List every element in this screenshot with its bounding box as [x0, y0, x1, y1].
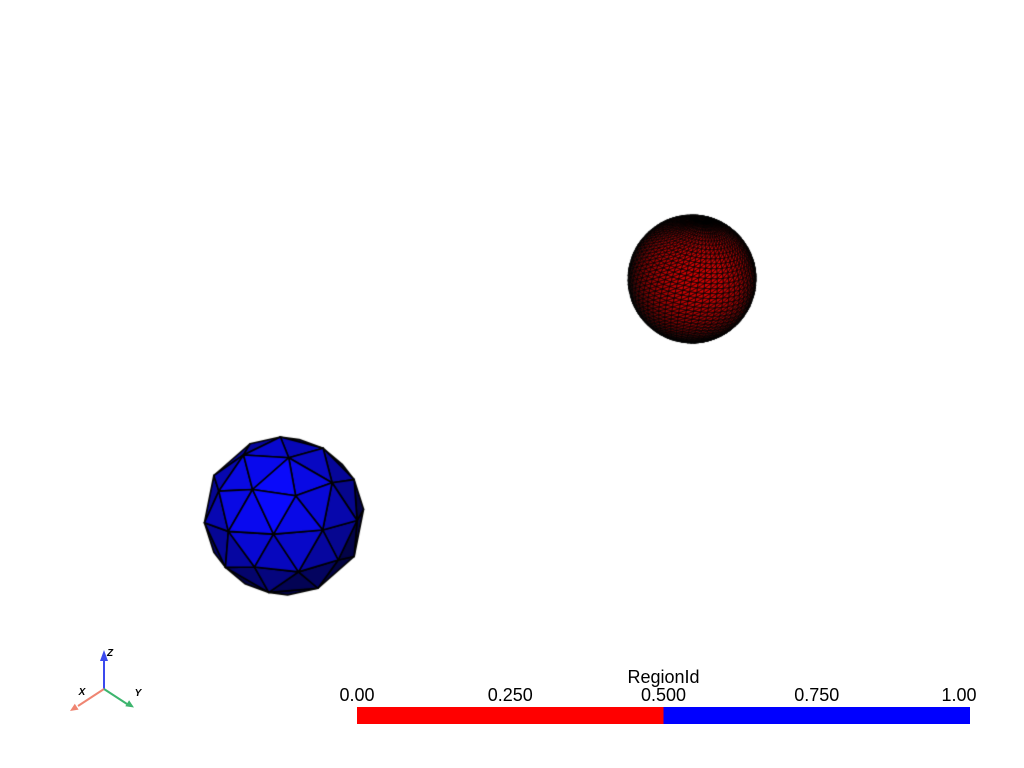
scalar-bar-tick-labels: 0.00 0.250 0.500 0.750 1.00 [339, 685, 976, 705]
y-axis-arrowhead-icon [125, 700, 134, 708]
sphere-region-0[interactable] [624, 211, 760, 347]
scalar-bar-tick-label: 1.00 [941, 685, 977, 705]
scalar-bar[interactable]: RegionId 0.00 0.250 0.500 0.750 1.00 [339, 667, 977, 726]
y-axis-arrow [103, 688, 128, 705]
scalar-bar-tick-label: 0.00 [339, 685, 375, 705]
scalar-bar-tick-label: 0.250 [487, 685, 533, 705]
x-axis-arrowhead-icon [70, 703, 79, 711]
z-axis-arrowhead-icon [100, 650, 108, 661]
orientation-axes-widget: X Y Z [70, 648, 143, 711]
z-axis-label: Z [106, 648, 114, 659]
sphere-region-1[interactable] [199, 431, 369, 601]
x-axis-arrow [77, 688, 105, 707]
scalar-bar-tick-label: 0.500 [640, 685, 687, 705]
scalar-bar-title: RegionId [627, 667, 700, 687]
scalar-bar-tick-label: 0.750 [794, 685, 840, 705]
y-axis-label: Y [135, 688, 143, 699]
scalar-bar-gradient [357, 707, 970, 724]
x-axis-label: X [78, 687, 87, 698]
